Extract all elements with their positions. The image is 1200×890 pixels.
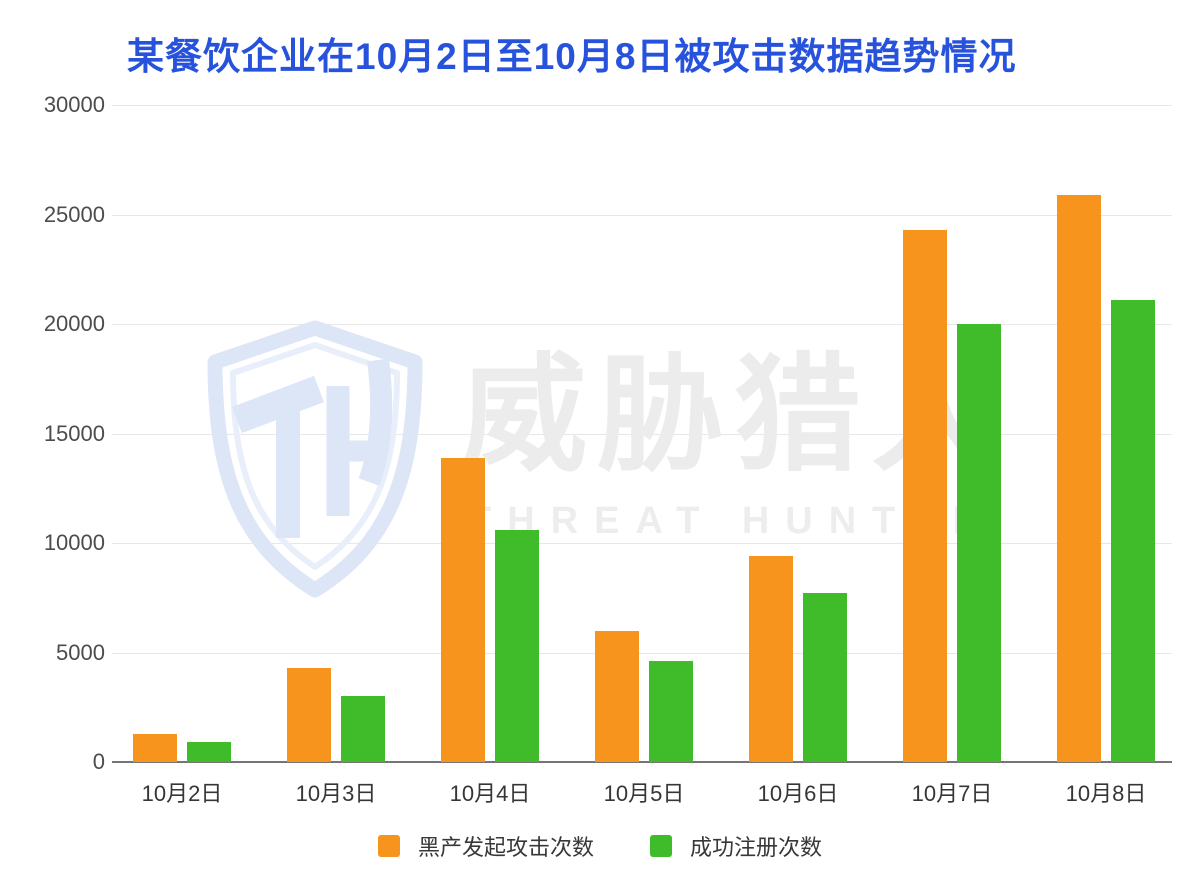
x-axis-label: 10月7日 xyxy=(911,781,993,806)
x-axis-label: 10月8日 xyxy=(1065,781,1147,806)
bar-register-10月2日 xyxy=(187,742,231,762)
gridline xyxy=(112,652,1172,654)
legend-swatch xyxy=(650,835,672,857)
y-axis-tick-label: 0 xyxy=(92,749,105,774)
legend-item: 黑产发起攻击次数 xyxy=(377,830,594,862)
bar-register-10月6日 xyxy=(803,593,847,762)
bar-register-10月7日 xyxy=(957,324,1001,762)
bar-attack-10月4日 xyxy=(441,458,485,762)
y-axis-tick-label: 5000 xyxy=(56,639,105,665)
gridline xyxy=(112,324,1172,325)
bar-attack-10月2日 xyxy=(133,734,177,762)
legend: 黑产发起攻击次数 成功注册次数 xyxy=(0,830,1200,862)
bar-attack-10月5日 xyxy=(595,631,639,762)
x-axis-label: 10月4日 xyxy=(449,781,531,806)
y-axis-tick-label: 20000 xyxy=(43,311,105,336)
gridline xyxy=(112,433,1172,435)
bar-register-10月5日 xyxy=(649,661,693,762)
x-axis-line xyxy=(112,761,1172,763)
y-axis-tick-label: 30000 xyxy=(43,92,105,117)
x-axis-label: 10月6日 xyxy=(757,781,839,806)
bar-attack-10月6日 xyxy=(749,556,793,762)
gridline xyxy=(112,105,1172,106)
bar-attack-10月3日 xyxy=(287,668,331,762)
x-axis-label: 10月2日 xyxy=(141,781,223,806)
gridline xyxy=(112,214,1172,216)
legend-item: 成功注册次数 xyxy=(650,830,822,862)
y-axis-tick-label: 15000 xyxy=(43,420,105,446)
bar-register-10月8日 xyxy=(1111,300,1155,762)
chart-title: 某餐饮企业在10月2日至10月8日被攻击数据趋势情况 xyxy=(127,36,1017,77)
x-axis-label: 10月3日 xyxy=(295,781,377,806)
legend-label: 成功注册次数 xyxy=(690,835,823,860)
y-axis-tick-label: 25000 xyxy=(43,201,105,227)
x-axis-label: 10月5日 xyxy=(603,781,685,806)
legend-label: 黑产发起攻击次数 xyxy=(417,835,594,860)
bar-register-10月4日 xyxy=(495,530,539,762)
bar-attack-10月8日 xyxy=(1057,195,1101,762)
bar-attack-10月7日 xyxy=(903,230,947,762)
gridline xyxy=(112,543,1172,544)
legend-swatch xyxy=(377,835,400,857)
bar-register-10月3日 xyxy=(341,696,385,762)
y-axis-tick-label: 10000 xyxy=(43,530,105,555)
